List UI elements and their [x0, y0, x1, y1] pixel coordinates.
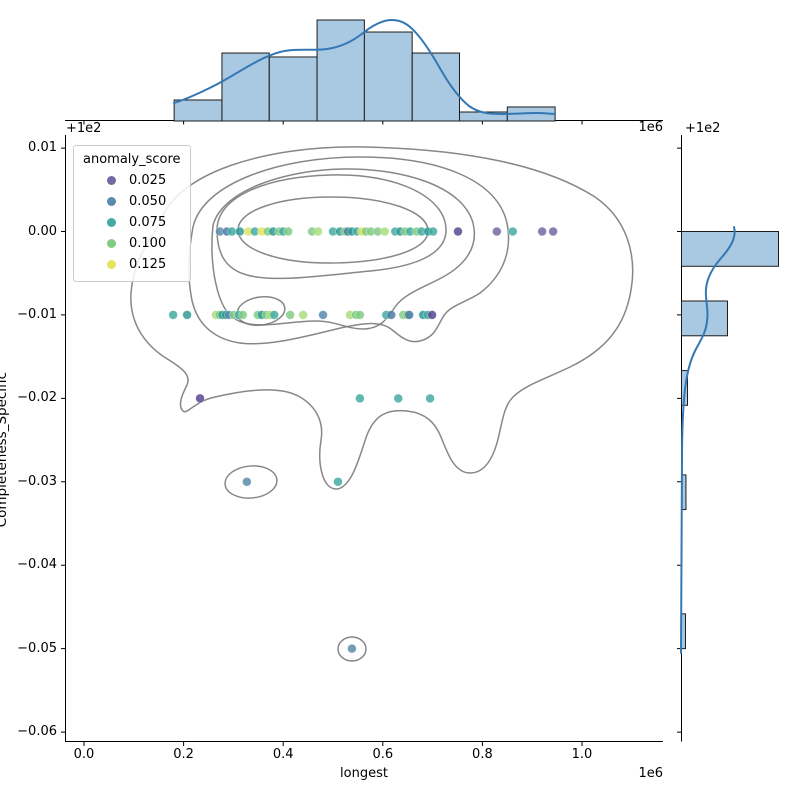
scatter-point	[333, 477, 343, 487]
y-tick-label: −0.06	[17, 724, 57, 740]
kde-contour	[211, 168, 476, 330]
y-axis-label: Completeness_Specific	[0, 372, 10, 528]
legend: anomaly_score 0.025 0.050 0.075 0.100 0.125	[73, 145, 191, 282]
scatter-point	[548, 226, 558, 237]
x-axis-label: longest	[340, 766, 388, 781]
scatter-point	[453, 226, 463, 237]
right-hist-bar	[681, 231, 779, 267]
legend-entry-label: 0.100	[129, 236, 167, 251]
kde-contour-small	[224, 465, 278, 499]
legend-entry-label: 0.025	[129, 173, 167, 188]
tick-marks	[61, 120, 682, 746]
y-tick-label: −0.01	[17, 306, 57, 322]
kde-contour	[188, 156, 510, 345]
x-tick-label: 0.0	[73, 747, 95, 762]
spines	[65, 120, 682, 742]
right-kde-curve	[680, 226, 736, 654]
scatter-point	[492, 226, 502, 237]
scatter-point	[313, 226, 323, 237]
scatter-point	[404, 310, 414, 320]
scatter-point	[393, 393, 403, 404]
scatter-point	[508, 226, 518, 237]
legend-entry: 0.075	[74, 212, 190, 233]
scatter-point	[285, 310, 295, 320]
scatter-point	[355, 393, 365, 404]
scatter-point	[283, 226, 293, 237]
scatter-point	[425, 393, 435, 404]
scatter-point	[380, 226, 390, 237]
legend-entry: 0.100	[74, 233, 190, 254]
scatter-point	[269, 310, 279, 320]
y-tick-label: −0.04	[17, 557, 57, 573]
scatter-point	[386, 310, 396, 320]
main-y-offset-label: +1e2	[66, 121, 102, 136]
legend-entry: 0.050	[74, 191, 190, 212]
y-tick-label: 0.01	[28, 140, 57, 156]
legend-entry: 0.125	[74, 254, 190, 275]
x-tick-label: 0.6	[372, 747, 394, 762]
scatter-point	[182, 310, 192, 320]
scatter-point	[347, 643, 357, 654]
y-tick-label: 0.00	[28, 223, 57, 239]
top-hist-bar	[268, 56, 318, 122]
x-tick-label: 1.0	[571, 747, 593, 762]
legend-entries: 0.025 0.050 0.075 0.100 0.125	[74, 170, 190, 275]
top-hist-bar	[363, 31, 413, 122]
legend-title: anomaly_score	[83, 152, 181, 167]
scatter-point	[298, 310, 308, 320]
legend-marker-icon	[107, 176, 116, 185]
x-tick-label: 0.8	[472, 747, 493, 762]
scatter-point	[242, 477, 252, 487]
top-hist-bar	[173, 99, 223, 122]
scatter-point	[355, 310, 365, 320]
legend-marker-icon	[107, 239, 116, 248]
scatter-point	[428, 226, 438, 237]
top-marginal-histogram	[173, 18, 556, 122]
legend-entry: 0.025	[74, 170, 190, 191]
top-hist-bar	[316, 19, 365, 122]
legend-entry-label: 0.125	[129, 257, 167, 272]
x-tick-label: 0.4	[272, 747, 294, 762]
legend-marker-icon	[107, 218, 116, 227]
right-marginal-histogram	[680, 226, 779, 654]
scatter-point	[318, 310, 328, 320]
legend-entry-label: 0.050	[129, 194, 167, 209]
scatter-point	[168, 310, 178, 320]
scatter-point	[227, 226, 237, 237]
x-tick-label: 0.2	[173, 747, 194, 762]
kde-contour	[130, 146, 634, 490]
scatter-point	[235, 226, 245, 237]
scatter-point	[427, 310, 437, 320]
scatter-point	[238, 310, 248, 320]
main-x-offset-label: 1e6	[638, 766, 663, 781]
scatter-point	[195, 393, 205, 404]
y-tick-label: −0.03	[17, 473, 57, 489]
top-marginal-x-offset-label: 1e6	[638, 120, 663, 135]
kde-contour-small	[337, 636, 367, 662]
legend-marker-icon	[107, 197, 116, 206]
scatter-point	[537, 226, 547, 237]
y-tick-label: −0.02	[17, 390, 57, 406]
top-hist-bar	[221, 52, 270, 122]
top-kde-curve	[173, 18, 556, 116]
y-tick-label: −0.05	[17, 640, 57, 656]
right-marginal-y-offset-label: +1e2	[685, 121, 721, 136]
legend-marker-icon	[107, 260, 116, 269]
kde-contour	[216, 174, 447, 280]
legend-entry-label: 0.075	[129, 215, 167, 230]
main-scatter-plot	[130, 146, 634, 662]
